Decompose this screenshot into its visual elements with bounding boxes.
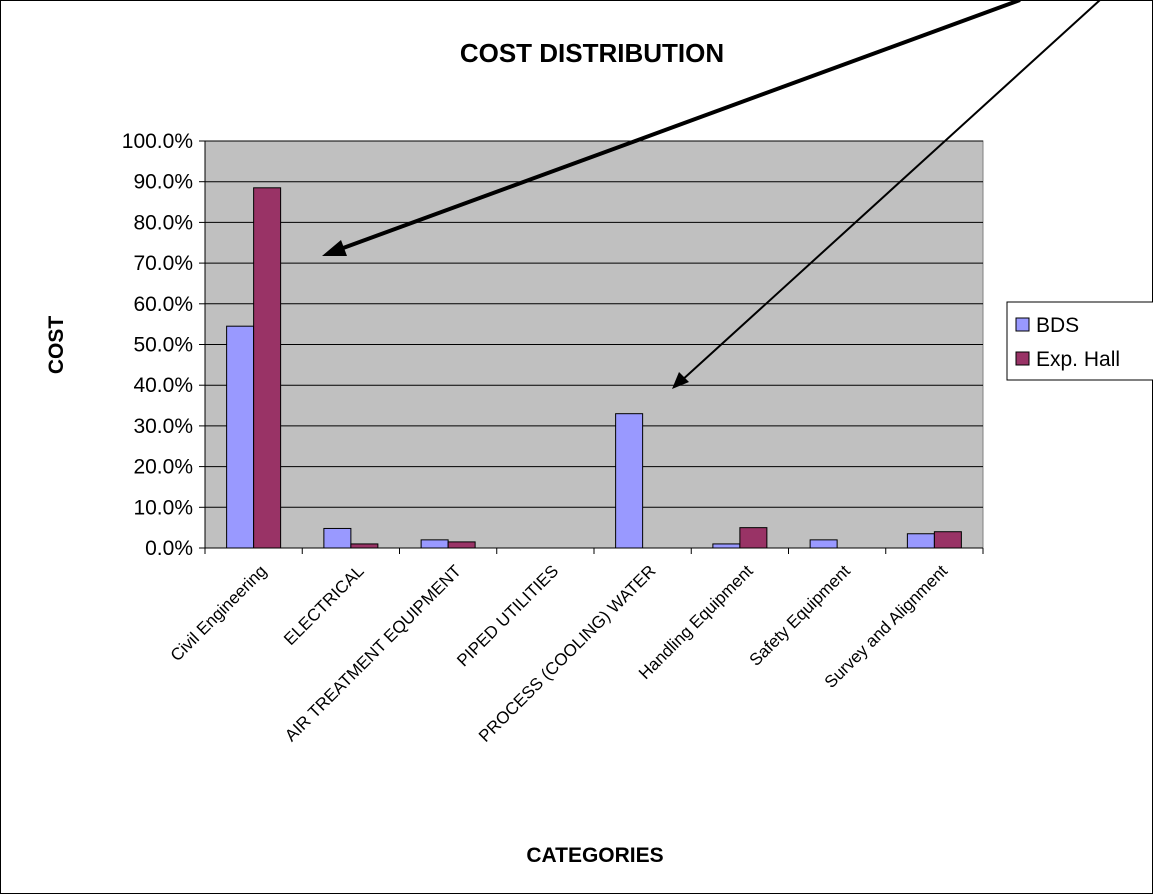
y-tick-label: 50.0% (133, 334, 193, 357)
x-tick-label: Civil Engineering (167, 561, 271, 665)
bar-exp-hall-2 (447, 541, 476, 549)
chart-title: COST DISTRIBUTION (460, 38, 724, 68)
y-tick-label: 90.0% (133, 171, 193, 194)
legend-swatch (1015, 317, 1030, 332)
y-tick-label: 40.0% (133, 374, 193, 397)
legend: BDS Exp. Hall (1006, 301, 1153, 381)
bar-bds-2 (420, 539, 449, 549)
thick-arrow-head (322, 240, 347, 256)
y-tick-label: 70.0% (133, 252, 193, 275)
bar-exp-hall-0 (253, 187, 282, 549)
annotation-arrows (322, 0, 1101, 389)
y-tick-label: 30.0% (133, 415, 193, 438)
legend-label: Exp. Hall (1036, 348, 1120, 371)
x-tick-label: Safety Equipment (746, 561, 855, 670)
thin-arrow-head (672, 372, 689, 389)
x-tick-label: PIPED UTILITIES (453, 561, 562, 670)
bar-exp-hall-5 (739, 527, 768, 549)
thin-arrow-line (679, 0, 1101, 383)
y-tick-label: 60.0% (133, 293, 193, 316)
x-tick-label: PROCESS (COOLING) WATER (475, 561, 659, 745)
bar-bds-4 (615, 413, 644, 549)
y-tick-label: 0.0% (145, 537, 193, 560)
x-tick-label: AIR TREATMENT EQUIPMENT (281, 561, 465, 745)
x-tick-label: ELECTRICAL (280, 561, 368, 649)
y-tick-label: 100.0% (122, 130, 193, 153)
bar-bds-0 (226, 325, 255, 549)
bar-bds-1 (323, 527, 352, 549)
y-tick-labels: 0.0% 10.0% 20.0% 30.0% 40.0% 50.0% 60.0% 70.0% 8… (122, 130, 205, 560)
y-axis-title: COST (45, 316, 68, 375)
legend-box (1006, 301, 1153, 381)
bar-bds-6 (809, 539, 838, 549)
y-tick-label: 20.0% (133, 456, 193, 479)
thick-arrow-line (334, 0, 1021, 253)
bar-exp-hall-7 (933, 531, 962, 549)
bar-exp-hall-1 (350, 543, 379, 549)
bar-bds-7 (906, 533, 935, 549)
y-tick-label: 10.0% (133, 496, 193, 519)
bar-bds-5 (712, 543, 741, 549)
legend-label: BDS (1036, 314, 1079, 337)
gridlines (205, 140, 983, 508)
y-tick-label: 80.0% (133, 211, 193, 234)
legend-swatch (1015, 351, 1030, 366)
x-axis-title: CATEGORIES (526, 844, 663, 867)
